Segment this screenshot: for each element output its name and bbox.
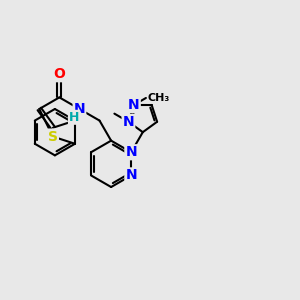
Text: S: S (48, 130, 58, 144)
Text: N: N (123, 115, 134, 129)
Text: N: N (128, 98, 140, 112)
Text: N: N (125, 168, 137, 182)
Text: O: O (53, 67, 65, 81)
Text: N: N (125, 145, 137, 159)
Text: H: H (69, 111, 79, 124)
Text: N: N (74, 102, 85, 116)
Text: CH₃: CH₃ (148, 93, 170, 103)
